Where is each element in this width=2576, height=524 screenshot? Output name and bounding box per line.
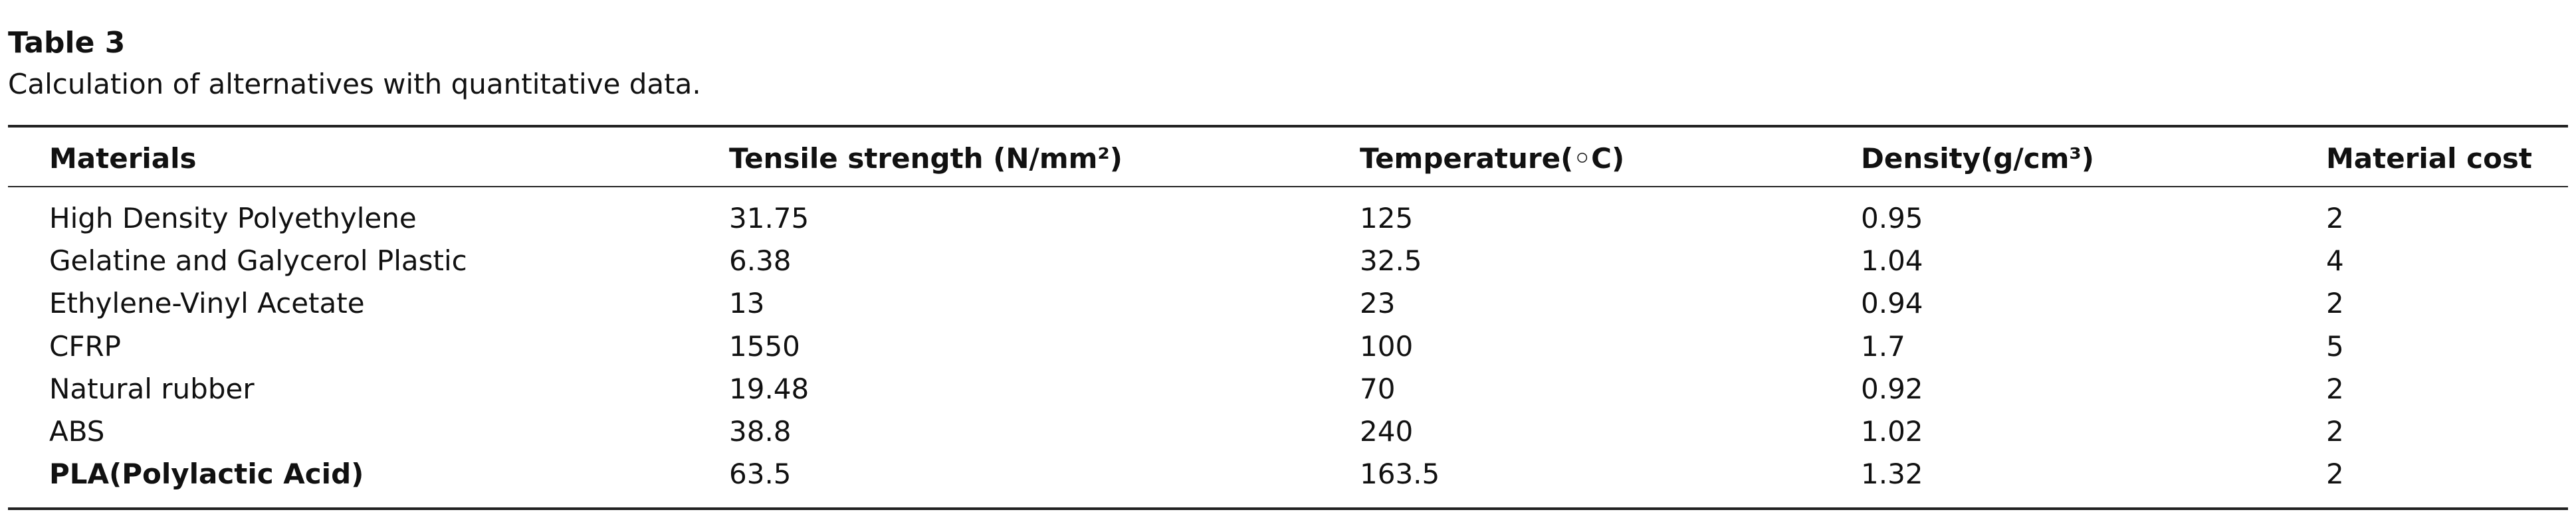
table-cell: 1550 <box>729 330 800 363</box>
top-rule <box>8 125 2568 128</box>
table-cell: 0.94 <box>1861 287 1923 319</box>
table-cell: 2 <box>2326 202 2344 234</box>
table-cell: 2 <box>2326 415 2344 448</box>
table-cell: 1.32 <box>1861 458 1923 490</box>
table-cell: Natural rubber <box>49 373 255 405</box>
table-cell: Gelatine and Galycerol Plastic <box>49 244 467 277</box>
table-cell: 2 <box>2326 458 2344 490</box>
table-cell: ABS <box>49 415 105 448</box>
table-caption: Calculation of alternatives with quantit… <box>8 68 701 100</box>
table-cell: 63.5 <box>729 458 792 490</box>
table-cell: High Density Polyethylene <box>49 202 417 234</box>
table-cell: 4 <box>2326 244 2344 277</box>
table-cell: 240 <box>1360 415 1414 448</box>
table-cell: 125 <box>1360 202 1414 234</box>
table-cell: 19.48 <box>729 373 809 405</box>
table-cell: 0.92 <box>1861 373 1923 405</box>
table-cell: 5 <box>2326 330 2344 363</box>
table-cell: 1.7 <box>1861 330 1905 363</box>
header-rule <box>8 186 2568 187</box>
table-cell: 23 <box>1360 287 1396 319</box>
table-cell: 6.38 <box>729 244 792 277</box>
table-cell: 2 <box>2326 373 2344 405</box>
column-header: Material cost <box>2326 142 2532 175</box>
table-cell: 2 <box>2326 287 2344 319</box>
table-cell: 1.04 <box>1861 244 1923 277</box>
table-cell: 163.5 <box>1360 458 1440 490</box>
bottom-rule <box>8 507 2568 510</box>
table-cell: 70 <box>1360 373 1396 405</box>
table-cell: 38.8 <box>729 415 792 448</box>
column-header: Temperature(◦C) <box>1360 142 1625 175</box>
table-cell: 31.75 <box>729 202 809 234</box>
column-header: Tensile strength (N/mm²) <box>729 142 1123 175</box>
table-cell: 100 <box>1360 330 1414 363</box>
table-cell: 32.5 <box>1360 244 1422 277</box>
table-title: Table 3 <box>8 26 126 60</box>
table-cell: Ethylene-Vinyl Acetate <box>49 287 365 319</box>
table-cell: PLA(Polylactic Acid) <box>49 458 364 490</box>
table-cell: 13 <box>729 287 765 319</box>
table-cell: 1.02 <box>1861 415 1923 448</box>
table-cell: CFRP <box>49 330 121 363</box>
column-header: Density(g/cm³) <box>1861 142 2094 175</box>
column-header: Materials <box>49 142 197 175</box>
table-cell: 0.95 <box>1861 202 1923 234</box>
